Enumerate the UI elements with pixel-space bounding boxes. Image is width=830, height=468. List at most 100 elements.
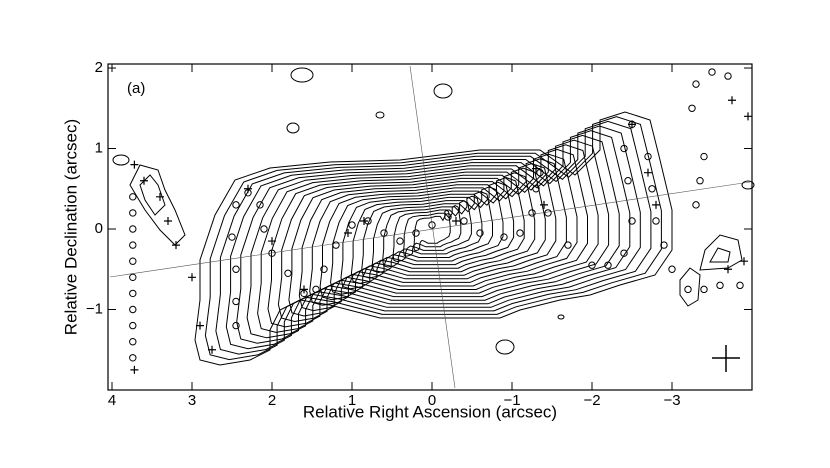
- contour-line: [361, 186, 504, 279]
- model-point: [652, 217, 660, 225]
- contour-line: [246, 134, 620, 339]
- contour-line: [350, 181, 515, 284]
- contour-line: [267, 144, 599, 328]
- model-point: [604, 261, 612, 269]
- contour-line: [236, 130, 631, 344]
- model-point: [129, 321, 137, 330]
- model-point: [620, 144, 628, 153]
- model-point: [716, 281, 724, 290]
- contour-line: [215, 120, 652, 355]
- model-point: [232, 201, 240, 209]
- model-point: [724, 72, 732, 80]
- contour-line: [194, 111, 673, 366]
- marks: [129, 68, 752, 374]
- model-point: [260, 225, 268, 233]
- model-point: [332, 241, 340, 249]
- plus-point: [744, 112, 752, 121]
- model-point: [736, 281, 744, 290]
- model-point: [668, 265, 676, 273]
- model-point: [380, 229, 388, 237]
- model-point: [532, 185, 540, 193]
- x-tick-label: 1: [348, 392, 356, 409]
- model-point: [320, 265, 328, 273]
- model-point: [700, 152, 708, 161]
- model-point: [129, 193, 137, 201]
- y-tick-label: 2: [95, 59, 103, 76]
- model-point: [284, 269, 292, 277]
- model-point: [129, 273, 137, 282]
- model-point: [129, 305, 137, 314]
- plus-point: [540, 200, 548, 209]
- contour-line: [204, 116, 662, 361]
- plus-point: [652, 200, 660, 209]
- model-point: [688, 104, 696, 112]
- model-point: [692, 201, 700, 209]
- y-tick-label: 1: [95, 139, 103, 156]
- plus-point: [244, 184, 252, 193]
- model-point: [628, 217, 636, 225]
- model-point: [129, 257, 137, 265]
- model-point: [564, 241, 572, 249]
- model-point: [544, 209, 552, 217]
- model-point: [444, 213, 452, 221]
- plus-point: [130, 160, 139, 169]
- plus-point: [360, 216, 368, 225]
- model-point: [129, 338, 137, 346]
- model-point: [460, 217, 468, 225]
- x-tick-label: 0: [428, 392, 436, 409]
- contour-line: [225, 125, 641, 350]
- x-tick-label: 3: [188, 392, 196, 409]
- plus-point: [644, 168, 652, 177]
- plus-point: [208, 345, 216, 354]
- plus-point: [628, 120, 636, 129]
- model-point: [500, 233, 508, 241]
- contour-line: [257, 139, 610, 333]
- plus-point: [268, 237, 276, 246]
- model-point: [476, 229, 484, 237]
- model-point: [648, 185, 656, 193]
- model-point: [620, 249, 628, 257]
- axis-guide: [409, 65, 456, 389]
- model-point: [256, 201, 264, 209]
- plus-point: [130, 365, 139, 374]
- plus-point: [728, 96, 736, 105]
- contour-line: [371, 191, 493, 274]
- x-tick-label: 2: [268, 392, 276, 409]
- x-axis-label: Relative Right Ascension (arcsec): [303, 402, 557, 421]
- plus-point: [300, 285, 308, 294]
- model-point: [708, 68, 716, 76]
- model-point: [129, 209, 137, 217]
- model-point: [268, 249, 276, 257]
- model-point: [700, 285, 708, 294]
- model-point: [412, 229, 420, 237]
- plus-point: [724, 265, 732, 274]
- model-point: [129, 289, 137, 298]
- contour-line: [298, 158, 567, 312]
- plus-point: [188, 273, 196, 282]
- model-point: [660, 241, 668, 249]
- plot-frame: [107, 63, 753, 391]
- model-point: [684, 285, 692, 294]
- y-tick-label: 0: [95, 220, 103, 237]
- x-tick-label: −2: [583, 392, 600, 409]
- model-point: [348, 221, 356, 229]
- plus-point: [452, 216, 460, 225]
- model-point: [232, 265, 240, 273]
- model-point: [129, 241, 137, 249]
- contour-line: [392, 200, 472, 263]
- model-point: [624, 177, 632, 185]
- contour-line: [277, 148, 588, 323]
- plus-point: [140, 176, 148, 185]
- model-point: [536, 168, 544, 177]
- model-point: [692, 80, 700, 88]
- model-point: [516, 229, 524, 237]
- model-point: [696, 177, 704, 185]
- y-axis-label: Relative Declination (arcsec): [61, 119, 80, 335]
- x-tick-label: 4: [108, 392, 116, 409]
- plus-point: [344, 229, 352, 238]
- plus-point: [196, 321, 204, 330]
- plus-point: [532, 164, 540, 173]
- model-point: [228, 233, 236, 241]
- axis-guide: [109, 181, 751, 278]
